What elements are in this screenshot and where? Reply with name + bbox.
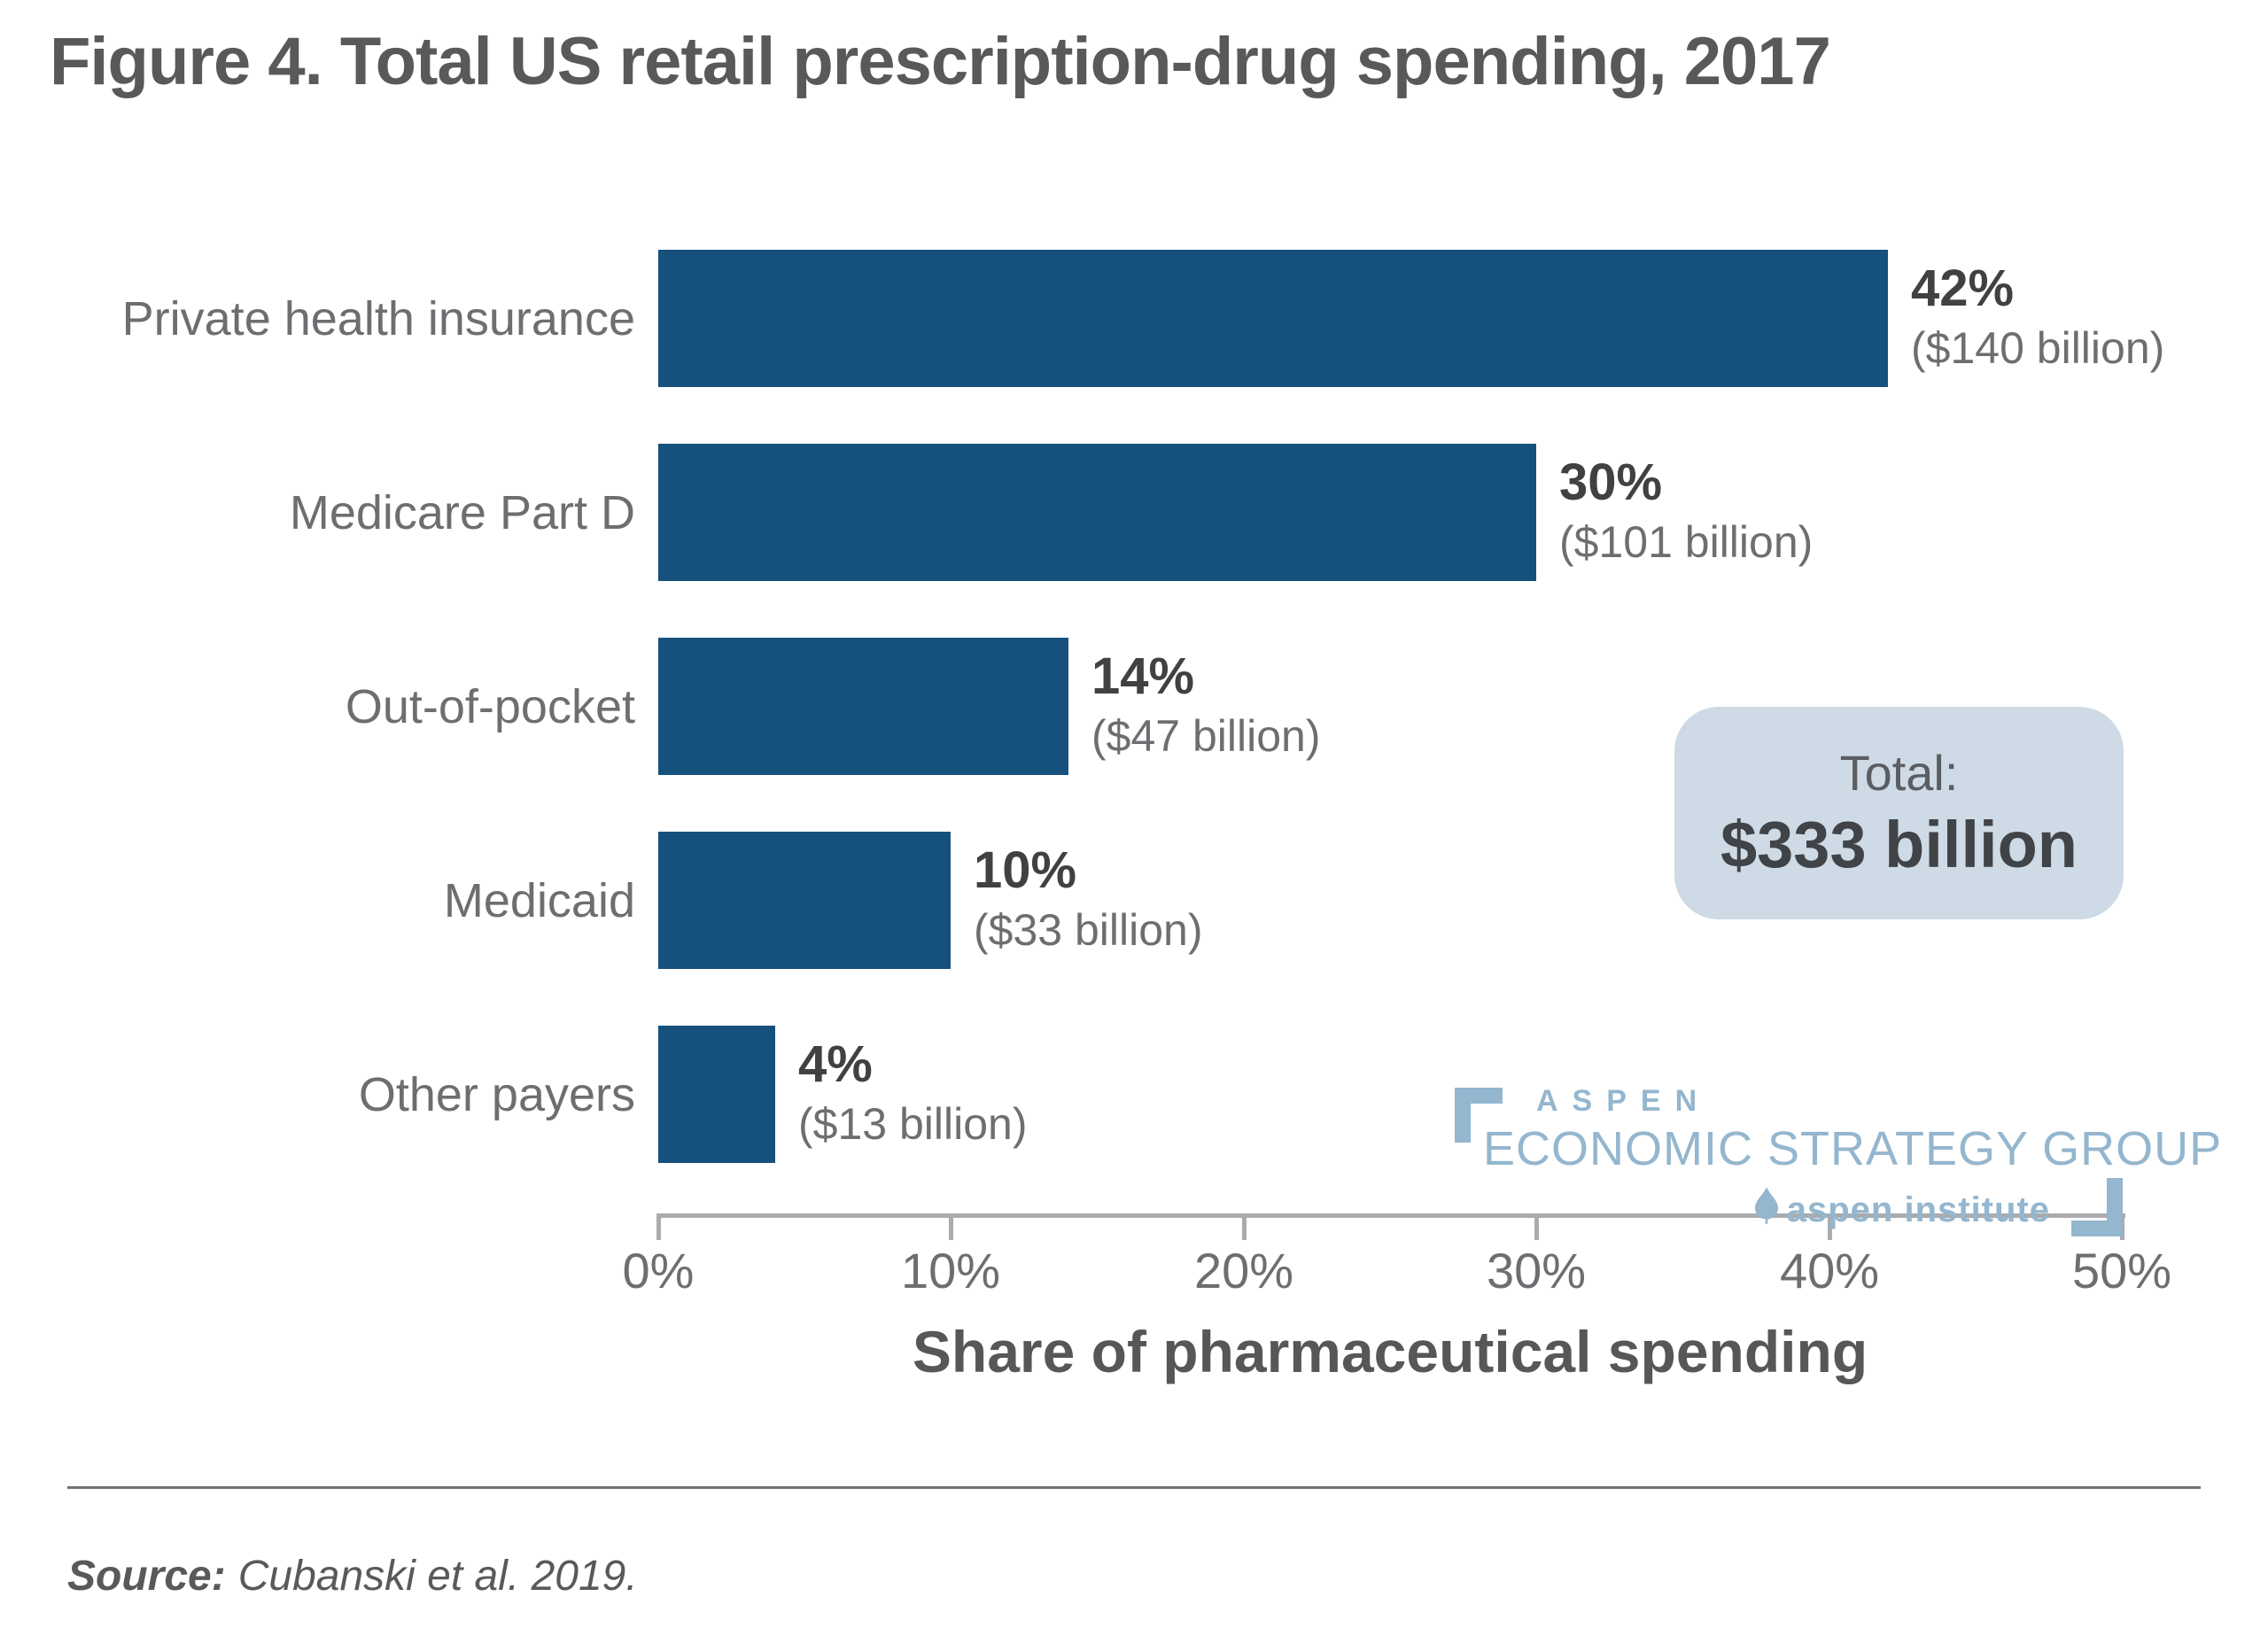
bar-rect <box>658 832 951 969</box>
x-axis-tick-label: 40% <box>1779 1243 1880 1298</box>
x-axis-tick-label: 50% <box>2071 1243 2172 1298</box>
x-axis-tick-label: 20% <box>1193 1243 1294 1298</box>
bar-amount-label: ($140 billion) <box>1911 323 2165 373</box>
x-axis-tick-label: 30% <box>1486 1243 1587 1298</box>
bar-amount-label: ($33 billion) <box>974 905 1203 955</box>
x-axis-line <box>656 1213 2125 1218</box>
x-axis-title: Share of pharmaceutical spending <box>912 1319 1868 1384</box>
x-axis-tick <box>1828 1215 1832 1240</box>
bar-rect <box>658 638 1068 775</box>
bar-percent-label: 42% <box>1911 260 2015 317</box>
chart-title: Figure 4. Total US retail prescription-d… <box>50 24 1831 99</box>
logo-institute-text: aspen institute <box>1786 1190 2050 1229</box>
logo-institute-row: aspen institute <box>1754 1187 2050 1233</box>
bar-value-block: 4% ($13 billion) <box>798 1033 1027 1151</box>
bar-value-block: 14% ($47 billion) <box>1091 645 1320 763</box>
bar-value-block: 42% ($140 billion) <box>1911 257 2164 376</box>
category-label: Other payers <box>358 1067 635 1121</box>
bar-rect <box>658 1026 775 1163</box>
x-axis-tick <box>1242 1215 1247 1240</box>
logo-corner-top-left-icon <box>1455 1088 1503 1143</box>
bar-rect <box>658 444 1536 581</box>
x-axis-tick <box>949 1215 953 1240</box>
logo-corner-bottom-right-icon <box>2071 1178 2123 1236</box>
footer-divider <box>67 1486 2201 1489</box>
x-axis-tick <box>656 1215 661 1240</box>
bar-value-block: 10% ($33 billion) <box>974 839 1202 957</box>
source-prefix: Source: <box>67 1553 226 1600</box>
aspen-leaf-icon <box>1754 1187 1778 1233</box>
x-axis-tick-label: 0% <box>622 1243 695 1298</box>
bar-percent-label: 4% <box>798 1035 873 1093</box>
bar-percent-label: 10% <box>974 841 1077 899</box>
category-label: Medicare Part D <box>289 485 635 539</box>
logo-aspen-text: ASPEN <box>1536 1084 1712 1118</box>
source-text: Cubanski et al. 2019. <box>237 1553 638 1600</box>
x-axis-tick <box>1534 1215 1539 1240</box>
bar-rect <box>658 250 1888 387</box>
bar-amount-label: ($101 billion) <box>1559 517 1814 567</box>
x-axis-tick-label: 10% <box>900 1243 1001 1298</box>
bar-value-block: 30% ($101 billion) <box>1559 451 1813 570</box>
category-label: Medicaid <box>443 873 635 927</box>
total-value: $333 billion <box>1720 808 2078 881</box>
bar-percent-label: 30% <box>1559 453 1663 511</box>
logo-esg-text: ECONOMIC STRATEGY GROUP <box>1483 1122 2223 1175</box>
category-label: Out-of-pocket <box>345 679 635 733</box>
bar-percent-label: 14% <box>1091 647 1195 705</box>
total-callout-box: Total: $333 billion <box>1674 707 2124 919</box>
category-label: Private health insurance <box>121 291 635 345</box>
source-line: Source: Cubanski et al. 2019. <box>67 1552 638 1600</box>
bar-amount-label: ($13 billion) <box>798 1099 1028 1149</box>
bar-amount-label: ($47 billion) <box>1091 711 1321 761</box>
total-label: Total: <box>1839 745 1959 801</box>
aspen-esg-logo: ASPEN ECONOMIC STRATEGY GROUP aspen inst… <box>1455 1079 2221 1261</box>
